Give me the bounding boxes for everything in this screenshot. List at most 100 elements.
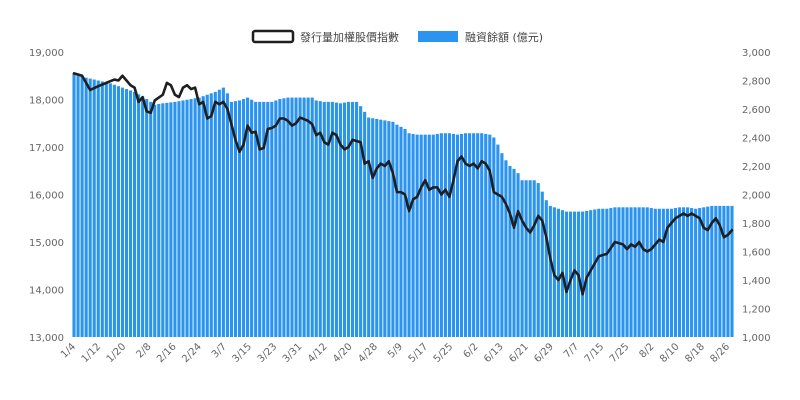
margin-balance-bar xyxy=(274,100,278,337)
x-tick-label: 5/17 xyxy=(407,341,431,365)
margin-balance-bar xyxy=(181,100,185,337)
left-y-tick-label: 14,000 xyxy=(29,286,64,297)
margin-balance-bar xyxy=(92,79,96,338)
margin-balance-bar xyxy=(314,100,318,337)
margin-balance-bar xyxy=(532,180,536,337)
margin-balance-bar xyxy=(322,101,326,338)
x-tick-label: 2/24 xyxy=(180,341,204,365)
margin-balance-bar xyxy=(484,133,488,337)
margin-balance-bar xyxy=(165,102,169,337)
margin-balance-bar xyxy=(439,133,443,337)
margin-balance-bar xyxy=(254,101,258,338)
right-y-tick-label: 2,200 xyxy=(742,162,771,173)
margin-balance-bar xyxy=(673,208,678,337)
margin-balance-bar xyxy=(524,180,528,337)
margin-balance-bar xyxy=(108,83,112,337)
margin-balance-bar xyxy=(548,205,552,337)
margin-balance-bar xyxy=(653,208,657,337)
margin-balance-bar xyxy=(605,208,609,337)
margin-balance-bar xyxy=(137,94,141,338)
margin-balance-bar xyxy=(500,153,504,337)
x-tick-label: 3/31 xyxy=(281,341,305,365)
margin-balance-bar xyxy=(371,118,375,337)
margin-balance-bar xyxy=(233,101,238,337)
margin-balance-bar xyxy=(286,97,290,337)
margin-balance-bar xyxy=(447,133,451,337)
margin-balance-bar xyxy=(112,84,116,337)
margin-balance-bar xyxy=(391,121,395,337)
margin-balance-bar xyxy=(213,91,217,338)
margin-balance-bars xyxy=(72,73,734,338)
right-y-tick-label: 1,600 xyxy=(742,248,771,259)
margin-balance-bar xyxy=(443,133,447,337)
x-tick-label: 3/23 xyxy=(256,341,280,365)
right-y-tick-label: 3,000 xyxy=(742,48,771,59)
x-tick-label: 4/28 xyxy=(356,341,380,365)
margin-balance-bar xyxy=(221,87,225,338)
margin-balance-bar xyxy=(399,126,403,337)
margin-balance-bar xyxy=(290,97,294,337)
margin-balance-bar xyxy=(492,137,496,337)
x-tick-label: 6/29 xyxy=(532,341,556,365)
right-y-tick-label: 1,400 xyxy=(742,276,771,287)
margin-balance-bar xyxy=(459,133,464,337)
margin-balance-bar xyxy=(536,183,540,337)
margin-balance-bar xyxy=(237,100,242,337)
margin-balance-bar xyxy=(702,207,706,337)
margin-balance-bar xyxy=(520,180,524,337)
x-tick-label: 7/7 xyxy=(562,341,581,360)
margin-balance-bar xyxy=(124,89,129,337)
margin-balance-bar xyxy=(116,86,120,337)
margin-balance-bar xyxy=(427,134,431,337)
margin-balance-bar xyxy=(480,133,484,337)
x-tick-label: 3/7 xyxy=(210,341,229,360)
margin-balance-bar xyxy=(633,207,637,337)
margin-balance-bar xyxy=(153,104,157,337)
margin-balance-bar xyxy=(496,144,500,338)
margin-balance-bar xyxy=(96,80,100,337)
left-y-tick-label: 16,000 xyxy=(29,191,64,202)
margin-balance-bar xyxy=(197,97,201,337)
margin-balance-bar xyxy=(625,207,629,337)
right-y-tick-label: 1,800 xyxy=(742,219,771,230)
margin-balance-bar xyxy=(84,77,88,338)
x-tick-label: 6/21 xyxy=(507,341,531,365)
margin-balance-bar xyxy=(128,90,133,337)
margin-balance-bar xyxy=(698,208,702,337)
x-axis: 1/4 1/12 1/20 2/8 2/16 2/24 3/7 3/15 3/23 3/31 4/1… xyxy=(59,341,732,365)
margin-balance-bar xyxy=(387,121,391,337)
x-tick-label: 7/15 xyxy=(583,341,607,365)
margin-balance-bar xyxy=(419,134,423,337)
margin-balance-bar xyxy=(145,99,149,337)
margin-balance-bar xyxy=(476,133,480,337)
margin-balance-bar xyxy=(157,104,161,337)
margin-balance-bar xyxy=(544,200,548,337)
x-tick-label: 2/8 xyxy=(134,341,153,360)
margin-balance-bar xyxy=(185,99,189,338)
margin-balance-bar xyxy=(359,106,363,338)
margin-balance-bar xyxy=(375,118,379,337)
margin-balance-bar xyxy=(681,207,686,337)
margin-balance-bar xyxy=(104,82,108,338)
margin-balance-bar xyxy=(726,205,730,337)
margin-balance-bar xyxy=(209,93,213,337)
margin-balance-bar xyxy=(597,208,601,337)
right-y-tick-label: 2,800 xyxy=(742,77,771,88)
margin-balance-bar xyxy=(641,207,645,337)
x-tick-label: 6/13 xyxy=(482,341,506,365)
margin-balance-bar xyxy=(225,93,229,337)
x-tick-label: 4/20 xyxy=(331,341,355,365)
margin-balance-bar xyxy=(690,208,694,337)
margin-balance-bar xyxy=(318,101,322,337)
x-tick-label: 1/20 xyxy=(105,341,129,365)
margin-balance-bar xyxy=(367,117,371,337)
margin-balance-bar xyxy=(298,97,302,337)
margin-balance-bar xyxy=(395,124,399,338)
right-y-tick-label: 1,000 xyxy=(742,333,771,344)
margin-balance-bar xyxy=(435,133,439,337)
margin-balance-bar xyxy=(334,102,338,337)
margin-balance-bar xyxy=(540,191,544,337)
x-tick-label: 3/15 xyxy=(231,341,255,365)
x-tick-label: 1/12 xyxy=(80,341,104,365)
margin-balance-bar xyxy=(383,120,387,338)
